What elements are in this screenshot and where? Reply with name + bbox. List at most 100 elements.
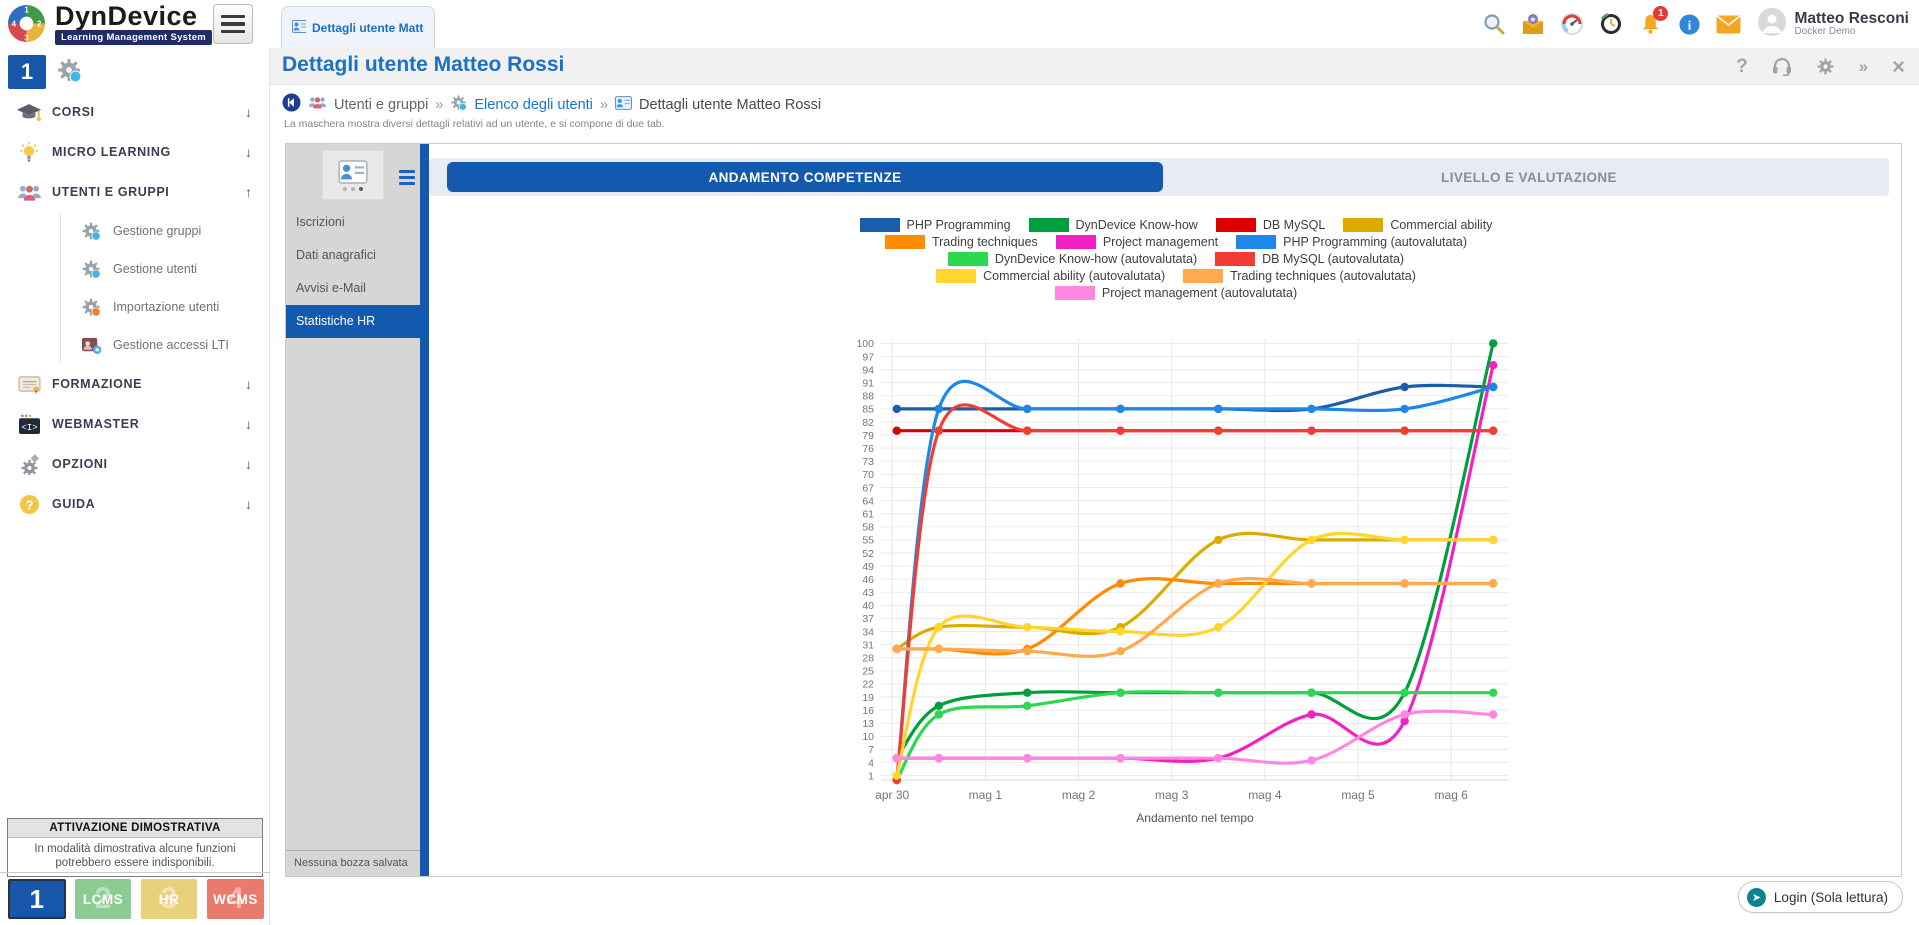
sidebar-item-corsi[interactable]: CORSI↓ [0, 92, 270, 132]
chevron-down-icon: ↓ [245, 496, 252, 512]
svg-text:52: 52 [862, 548, 874, 560]
product-tile-wcms[interactable]: 4WCMS [207, 879, 264, 919]
mail-icon[interactable] [1715, 11, 1741, 37]
chevron-down-icon: ↓ [245, 416, 252, 432]
inbox-icon[interactable]: ★ [1520, 11, 1546, 37]
draft-status: Nessuna bozza salvata [286, 850, 420, 876]
gear-user-icon [450, 94, 467, 115]
svg-text:25: 25 [862, 666, 874, 678]
tab-livello-valutazione[interactable]: LIVELLO E VALUTAZIONE [1169, 158, 1889, 196]
legend-swatch [885, 235, 925, 249]
sidebar-item-micro-learning[interactable]: MICRO LEARNING↓ [0, 132, 270, 172]
sidebar-item-formazione[interactable]: FORMAZIONE↓ [0, 364, 270, 404]
svg-text:31: 31 [862, 639, 874, 651]
legend-swatch [1236, 235, 1276, 249]
logo-title: DynDevice [55, 3, 212, 29]
detail-nav-avvisi-e-mail[interactable]: Avvisi e-Mail [286, 272, 420, 305]
svg-text:58: 58 [862, 522, 874, 534]
dyndevice-logo[interactable]: 1 2 3 4 DynDevice Learning Management Sy… [6, 3, 212, 49]
legend-item: PHP Programming [860, 218, 1011, 232]
breadcrumb-link[interactable]: Elenco degli utenti [474, 97, 593, 113]
support-headset-icon[interactable] [1772, 57, 1792, 76]
user-menu[interactable]: Matteo Resconi Docker Demo [1758, 8, 1909, 41]
help-icon[interactable]: ? [1736, 56, 1748, 78]
competence-chart-wrap: apr 30mag 1mag 2mag 3mag 4mag 5mag 61471… [831, 327, 1531, 832]
detail-nav-iscrizioni[interactable]: Iscrizioni [286, 206, 420, 239]
back-icon[interactable] [282, 93, 301, 116]
product-tile-platform[interactable]: 1 [8, 879, 66, 919]
sidebar-item-utenti-e-gruppi[interactable]: UTENTI E GRUPPI↑ [0, 172, 270, 212]
logo-subtitle: Learning Management System [55, 30, 212, 45]
menu-toggle-button[interactable] [213, 4, 253, 44]
detail-nav-statistiche-hr[interactable]: Statistiche HR [286, 305, 420, 338]
breadcrumb-item[interactable]: Utenti e gruppi [334, 97, 428, 113]
svg-text:4: 4 [12, 19, 17, 28]
login-arrow-icon: ➤ [1747, 888, 1766, 907]
svg-text:91: 91 [862, 377, 874, 389]
lightbulb-icon [12, 141, 46, 163]
svg-text:apr 30: apr 30 [875, 788, 909, 802]
sidebar-menu: CORSI↓MICRO LEARNING↓UTENTI E GRUPPI↑Ges… [0, 92, 270, 524]
notification-badge: 1 [1653, 6, 1668, 21]
info-icon[interactable]: i [1676, 11, 1702, 37]
svg-text:3: 3 [24, 34, 29, 43]
svg-text:10: 10 [862, 731, 874, 743]
graduation-cap-icon [12, 102, 46, 123]
svg-text:1: 1 [868, 770, 874, 782]
chevron-down-icon: ↓ [245, 104, 252, 120]
competence-chart: apr 30mag 1mag 2mag 3mag 4mag 5mag 61471… [831, 327, 1531, 832]
open-document-tab[interactable]: Dettagli utente Matte... [281, 6, 435, 48]
svg-text:79: 79 [862, 430, 874, 442]
detail-nav-dati-anagrafici[interactable]: Dati anagrafici [286, 239, 420, 272]
svg-text:19: 19 [862, 692, 874, 704]
settings-gear-icon[interactable] [1816, 57, 1835, 76]
sidebar-subitem-gestione-utenti[interactable]: Gestione utenti [61, 250, 270, 288]
panel-menu-icon[interactable] [399, 170, 415, 185]
svg-text:i: i [1688, 18, 1692, 32]
performance-gauge-icon[interactable] [1559, 11, 1585, 37]
sidebar-item-opzioni[interactable]: OPZIONI↓ [0, 444, 270, 484]
demo-notice-title: ATTIVAZIONE DIMOSTRATIVA [8, 819, 262, 838]
user-name: Matteo Resconi [1794, 11, 1909, 26]
detail-nav-column: IscrizioniDati anagraficiAvvisi e-MailSt… [286, 144, 420, 876]
gears-icon [12, 454, 46, 475]
login-readonly-button[interactable]: ➤ Login (Sola lettura) [1738, 881, 1903, 913]
user-role: Docker Demo [1794, 26, 1909, 37]
avatar [1758, 8, 1786, 41]
legend-item: Commercial ability [1343, 218, 1492, 232]
user-detail-card: IscrizioniDati anagraficiAvvisi e-MailSt… [285, 143, 1902, 877]
sidebar-item-webmaster[interactable]: <I>WEBMASTER↓ [0, 404, 270, 444]
sidebar-subitem-gestione-gruppi[interactable]: Gestione gruppi [61, 212, 270, 250]
sidebar-subitem-gestione-accessi-lti[interactable]: Gestione accessi LTI [61, 326, 270, 364]
notifications-bell-icon[interactable]: 1 [1637, 11, 1663, 37]
detail-nav: IscrizioniDati anagraficiAvvisi e-MailSt… [286, 206, 420, 338]
svg-text:22: 22 [862, 679, 874, 691]
user-card-icon [322, 150, 384, 200]
tab-andamento-competenze[interactable]: ANDAMENTO COMPETENZE [447, 162, 1163, 192]
instance-button[interactable]: 1 [8, 55, 46, 89]
svg-text:82: 82 [862, 417, 874, 429]
top-header: 1 2 3 4 DynDevice Learning Management Sy… [0, 0, 1919, 48]
dyndevice-app: 1 2 3 4 DynDevice Learning Management Sy… [0, 0, 1919, 925]
close-icon[interactable]: × [1892, 57, 1905, 77]
demo-notice-text: In modalità dimostrativa alcune funzioni… [8, 838, 262, 876]
svg-text:97: 97 [862, 351, 874, 363]
users-group-icon [12, 183, 46, 202]
svg-text:mag 4: mag 4 [1248, 788, 1282, 802]
legend-item: Project management (autovalutata) [1055, 286, 1297, 300]
svg-text:34: 34 [862, 626, 874, 638]
svg-text:40: 40 [862, 600, 874, 612]
product-switcher: 12LCMS3HR4WCMS [0, 879, 270, 919]
code-icon: <I> [12, 414, 46, 435]
sidebar-item-guida[interactable]: ?GUIDA↓ [0, 484, 270, 524]
collapse-panel-icon[interactable]: » [1859, 57, 1868, 77]
history-icon[interactable] [1598, 11, 1624, 37]
product-tile-hr[interactable]: 3HR [141, 879, 197, 919]
legend-swatch [1343, 218, 1383, 232]
demo-activation-notice: ATTIVAZIONE DIMOSTRATIVA In modalità dim… [7, 818, 263, 877]
search-icon[interactable] [1481, 11, 1507, 37]
product-tile-lcms[interactable]: 2LCMS [75, 879, 131, 919]
sidebar-subitem-importazione-utenti[interactable]: Importazione utenti [61, 288, 270, 326]
svg-text:37: 37 [862, 613, 874, 625]
sidebar-divider [0, 872, 270, 873]
